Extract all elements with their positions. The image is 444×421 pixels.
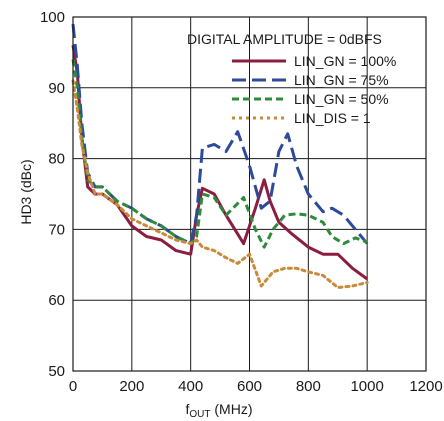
x-tick-label: 1200 — [409, 378, 442, 395]
series-line — [71, 79, 369, 289]
x-tick-label: 0 — [69, 378, 77, 395]
legend-title: DIGITAL AMPLITUDE = 0dBFS — [187, 31, 382, 47]
x-tick-label: 200 — [119, 378, 144, 395]
y-tick-label: 80 — [48, 151, 65, 168]
legend-label: LIN_GN = 100% — [294, 53, 396, 69]
x-axis-label: fOUT (MHz) — [186, 401, 253, 420]
grid-lines — [73, 17, 426, 371]
x-tick-label: 800 — [296, 378, 321, 395]
y-tick-label: 90 — [48, 80, 65, 97]
plot-frame — [72, 16, 427, 372]
legend-label: LIN_GN = 75% — [294, 72, 389, 88]
y-tick-label: 50 — [48, 363, 65, 380]
y-tick-label: 70 — [48, 221, 65, 238]
series-lines — [71, 23, 369, 289]
x-tick-label: 1000 — [350, 378, 383, 395]
legend-label: LIN_GN = 50% — [294, 91, 389, 107]
x-tick-label: 600 — [237, 378, 262, 395]
y-axis-label: HD3 (dBc) — [18, 159, 34, 224]
legend: DIGITAL AMPLITUDE = 0dBFS LIN_GN = 100% L… — [187, 31, 396, 126]
tick-labels: 0 200 400 600 800 1000 1200 50 60 70 80 90 100 — [40, 9, 443, 395]
legend-label: LIN_DIS = 1 — [294, 110, 371, 126]
x-axis-label-unit: (MHz) — [211, 401, 253, 417]
x-axis-label-main: f — [186, 401, 190, 417]
x-axis-label-sub: OUT — [189, 409, 210, 420]
x-tick-label: 400 — [178, 378, 203, 395]
y-tick-label: 100 — [40, 9, 65, 26]
y-tick-label: 60 — [48, 292, 65, 309]
series-line — [71, 59, 368, 249]
